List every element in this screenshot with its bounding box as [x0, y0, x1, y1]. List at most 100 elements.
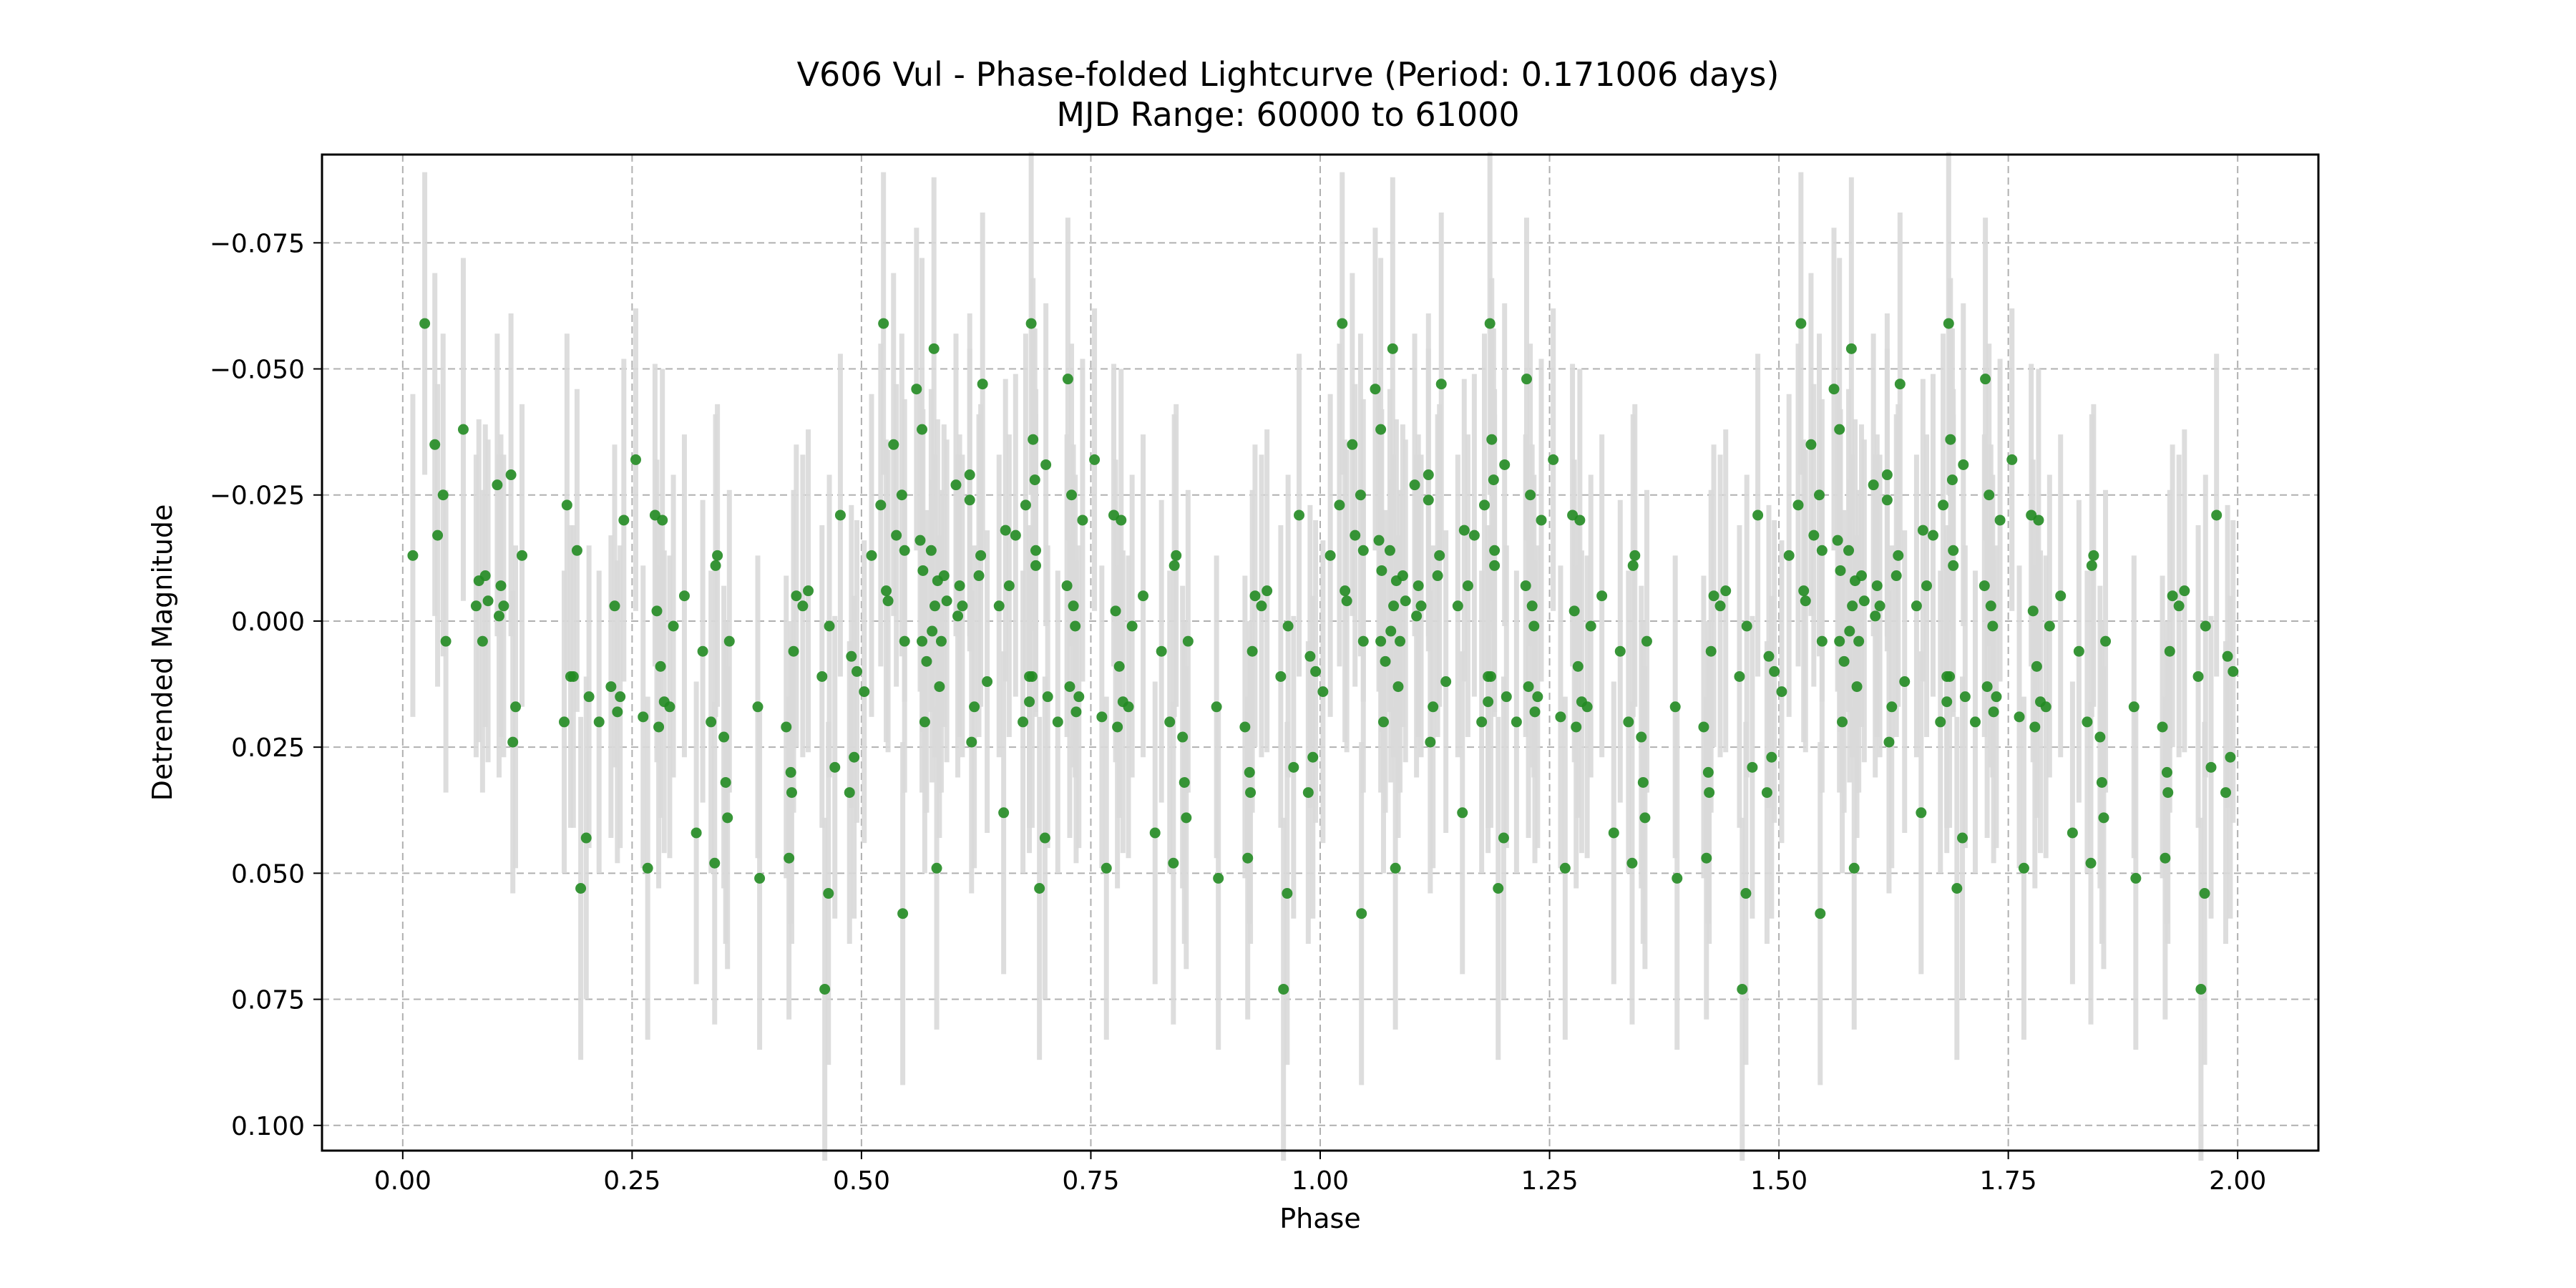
data-point — [1951, 882, 1963, 894]
data-point — [786, 787, 797, 799]
data-point — [2205, 761, 2217, 773]
data-point — [1400, 595, 1411, 607]
data-point — [1511, 716, 1522, 728]
data-point — [1489, 560, 1501, 571]
y-tick-label: −0.075 — [210, 229, 305, 258]
data-point — [1883, 736, 1895, 748]
data-point — [1894, 379, 1906, 390]
data-point — [583, 691, 595, 703]
data-point — [1030, 560, 1042, 571]
data-point — [605, 681, 617, 693]
data-point — [407, 550, 419, 561]
data-point — [964, 494, 975, 506]
data-point — [914, 535, 926, 546]
data-point — [1855, 570, 1867, 582]
data-point — [1434, 550, 1445, 561]
data-point — [1959, 691, 1971, 703]
data-point — [878, 318, 889, 329]
data-point — [781, 721, 792, 733]
data-point — [1798, 585, 1810, 597]
data-point — [691, 827, 702, 839]
data-point — [1991, 691, 2002, 703]
data-point — [1171, 550, 1182, 561]
data-point — [2006, 454, 2018, 465]
data-point — [2130, 872, 2142, 884]
data-point — [1520, 580, 1531, 592]
data-point — [479, 570, 491, 582]
x-tick-label: 1.50 — [1750, 1166, 1807, 1196]
data-point — [1708, 590, 1719, 602]
data-point — [1536, 514, 1547, 526]
data-point — [567, 670, 579, 682]
data-point — [1980, 374, 1991, 385]
data-point — [1769, 665, 1780, 677]
data-point — [1310, 665, 1322, 677]
data-point — [1614, 645, 1626, 657]
data-point — [668, 620, 679, 632]
data-point — [1994, 514, 2006, 526]
data-point — [720, 776, 731, 788]
data-point — [495, 580, 507, 592]
data-point — [2044, 620, 2055, 632]
data-point — [1435, 379, 1447, 390]
data-point — [2200, 620, 2211, 632]
data-point — [1911, 600, 1922, 612]
data-point — [1705, 645, 1717, 657]
data-point — [1499, 459, 1511, 470]
data-point — [1168, 857, 1179, 869]
data-point — [1623, 716, 1634, 728]
data-point — [2014, 711, 2025, 723]
data-point — [752, 701, 763, 713]
data-point — [2096, 776, 2107, 788]
data-point — [957, 600, 968, 612]
data-point — [1988, 706, 1999, 718]
data-point — [899, 545, 910, 556]
data-point — [891, 530, 902, 541]
data-point — [954, 580, 965, 592]
data-point — [1026, 670, 1038, 682]
data-point — [558, 716, 570, 728]
data-point — [1068, 600, 1079, 612]
data-point — [615, 691, 626, 703]
data-point — [609, 600, 620, 612]
x-tick-label: 0.25 — [603, 1166, 660, 1196]
data-point — [2157, 721, 2168, 733]
data-point — [1629, 550, 1641, 561]
data-point — [1040, 459, 1052, 470]
data-point — [1637, 776, 1649, 788]
data-point — [2162, 787, 2174, 799]
data-point — [630, 454, 642, 465]
data-point — [1370, 384, 1381, 395]
data-point — [875, 499, 887, 511]
data-point — [1526, 600, 1538, 612]
data-point — [1641, 635, 1652, 647]
data-point — [1838, 655, 1850, 667]
data-point — [1415, 600, 1427, 612]
data-point — [941, 595, 952, 607]
data-point — [1814, 489, 1825, 501]
data-point — [2073, 645, 2084, 657]
y-tick-label: −0.050 — [210, 356, 305, 385]
data-point — [1704, 787, 1715, 799]
data-point — [2228, 665, 2239, 677]
data-point — [917, 424, 928, 435]
data-point — [1182, 635, 1194, 647]
data-point — [2195, 983, 2207, 995]
data-point — [1246, 645, 1258, 657]
data-point — [1073, 691, 1085, 703]
data-point — [1571, 721, 1582, 733]
data-point — [1066, 489, 1078, 501]
data-point — [938, 570, 950, 582]
data-point — [477, 635, 488, 647]
data-point — [896, 489, 907, 501]
data-point — [2085, 857, 2097, 869]
data-point — [2086, 560, 2097, 571]
data-point — [642, 862, 653, 874]
data-point — [1177, 731, 1189, 743]
data-point — [1138, 590, 1149, 602]
data-point — [1847, 600, 1858, 612]
data-point — [1028, 434, 1039, 445]
data-point — [1294, 509, 1305, 521]
data-point — [1385, 625, 1397, 637]
data-point — [653, 721, 665, 733]
